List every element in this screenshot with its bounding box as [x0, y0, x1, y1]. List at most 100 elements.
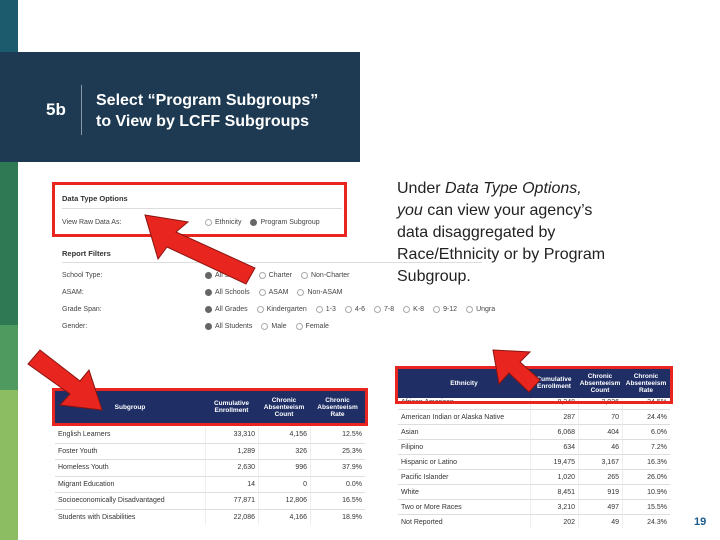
- cell-text: 19,475: [553, 458, 575, 466]
- radio: [433, 306, 441, 313]
- table-cell: 1,289: [205, 443, 258, 460]
- cell-text: 0.0%: [346, 480, 362, 488]
- radio: [205, 272, 212, 279]
- header-text: Chronic Absenteeism Count: [579, 372, 621, 394]
- option-label: Kindergarten: [266, 306, 307, 313]
- description-line: you can view your agency’s: [397, 200, 605, 222]
- radio-option: Charter: [258, 272, 292, 279]
- table-cell: 24.4%: [622, 410, 670, 425]
- cell-text: 37.9%: [342, 464, 362, 472]
- cell-text: Filipino: [401, 443, 424, 451]
- highlight-box: [52, 388, 368, 426]
- table-cell: 4,166: [258, 509, 310, 525]
- radio-option: ASAM: [258, 289, 289, 296]
- radio-option: Female: [295, 323, 329, 330]
- table-cell: 25.3%: [310, 443, 365, 460]
- cell-text: Not Reported: [401, 518, 443, 526]
- slide-title: Select “Program Subgroups” to View by LCF…: [96, 90, 318, 132]
- description-line: Under Data Type Options,: [397, 178, 605, 200]
- option-label: ASAM: [268, 289, 289, 296]
- description-line: Race/Ethnicity or by Program: [397, 244, 605, 266]
- option-group: All Schools ASAM Non-ASAM: [205, 289, 352, 296]
- cell-text: Pacific Islander: [401, 473, 449, 481]
- title-line: to View by LCFF Subgroups: [96, 113, 310, 130]
- table-cell: 0: [258, 476, 310, 493]
- cell-text: 15.5%: [647, 503, 667, 511]
- cell-text: American Indian or Alaska Native: [401, 413, 505, 421]
- cell-text: 996: [295, 464, 307, 472]
- radio: [466, 306, 474, 313]
- cell-text: Foster Youth: [58, 447, 98, 455]
- cell-text: 3,210: [557, 503, 575, 511]
- title-line: Select “Program Subgroups”: [96, 92, 319, 109]
- table-cell: Two or More Races: [398, 500, 530, 515]
- radio: [258, 289, 266, 296]
- divider: [62, 262, 482, 263]
- radio: [205, 306, 212, 313]
- table-cell: Homeless Youth: [55, 460, 205, 477]
- cell-text: Migrant Education: [58, 480, 115, 488]
- strip: [0, 0, 18, 52]
- cell-text: 497: [607, 503, 619, 511]
- header-cell: Chronic Absenteeism Rate: [622, 368, 670, 398]
- table-cell: 497: [578, 500, 622, 515]
- cell-text: Asian: [401, 428, 419, 436]
- strip: [0, 52, 18, 162]
- cell-text: 326: [295, 447, 307, 455]
- table-cell: 77,871: [205, 493, 258, 510]
- cell-text: Students with Disabilities: [58, 513, 136, 521]
- header-text: Cumulative Enrollment: [213, 400, 250, 414]
- table-cell: 4,156: [258, 427, 310, 444]
- description: Under Data Type Options, you can view you…: [397, 178, 605, 288]
- radio-option: Male: [261, 323, 287, 330]
- row-label: Gender:: [62, 323, 88, 330]
- strip: [0, 162, 18, 325]
- cell-text: 22,086: [233, 513, 255, 521]
- table-cell: 33,310: [205, 427, 258, 444]
- description-text: Subgroup.: [397, 268, 471, 285]
- radio: [297, 289, 305, 296]
- cell-text: Hispanic or Latino: [401, 458, 458, 466]
- header-band: [18, 52, 360, 162]
- arrow: [27, 349, 103, 411]
- table-cell: 16.5%: [310, 493, 365, 510]
- header-cell: Chronic Absenteeism Count: [258, 390, 310, 424]
- cell-text: Homeless Youth: [58, 464, 109, 472]
- table-cell: American Indian or Alaska Native: [398, 410, 530, 425]
- cell-text: 265: [607, 473, 619, 481]
- header-text: Chronic Absenteeism Count: [263, 396, 305, 418]
- description-text: can view your agency’s: [422, 202, 593, 219]
- description-text: you: [397, 202, 423, 219]
- step-label: 5b: [46, 100, 66, 119]
- cell-text: 25.3%: [342, 447, 362, 455]
- table-cell: 0.0%: [310, 476, 365, 493]
- header-text: Chronic Absenteeism Rate: [317, 396, 358, 418]
- table-cell: 16.3%: [622, 455, 670, 470]
- option-group: Ethnicity Program Subgroup: [205, 219, 329, 226]
- option-group: All Students Male Female: [205, 323, 338, 330]
- radio-option: All Students: [205, 323, 252, 330]
- cell-text: English Learners: [58, 431, 111, 439]
- cell-text: 18.9%: [342, 513, 362, 521]
- table-cell: 326: [258, 443, 310, 460]
- row-label: Grade Span:: [62, 306, 102, 313]
- page-number: 19: [694, 516, 707, 528]
- table-cell: 24.3%: [622, 515, 670, 528]
- description-text: Data Type Options,: [445, 180, 582, 197]
- option-label: All Students: [215, 323, 253, 330]
- radio: [344, 306, 352, 313]
- radio: [403, 306, 411, 313]
- cell-text: Two or More Races: [401, 503, 462, 511]
- table-cell: 46: [578, 440, 622, 455]
- cell-text: 6,068: [557, 428, 575, 436]
- option-group: All Grades Kindergarten 1-3 4-6 7-8 K-8 9-12 Un…: [205, 306, 495, 313]
- radio-option: All Grades: [205, 306, 248, 313]
- table-cell: Migrant Education: [55, 477, 205, 493]
- cell-text: 70: [611, 413, 619, 421]
- section-title: Data Type Options: [62, 194, 128, 203]
- cell-text: 1,020: [557, 473, 575, 481]
- cell-text: 4,166: [289, 513, 307, 521]
- radio-option: Ungraded: [466, 306, 495, 313]
- subgroup-table: English Learners 33,310 4,156 12.5% Foster Y…: [55, 390, 365, 525]
- header-text: Chronic Absenteeism Rate: [625, 372, 667, 394]
